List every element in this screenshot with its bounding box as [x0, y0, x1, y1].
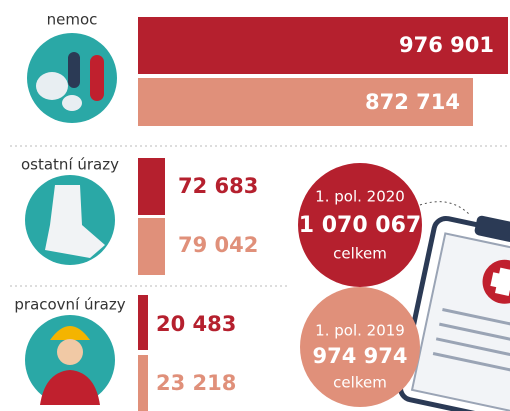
total-period: 1. pol. 2020 — [315, 188, 405, 206]
bar-2020 — [138, 17, 508, 74]
bar-2019 — [138, 355, 148, 411]
bar-2020 — [138, 295, 148, 350]
category-label: pracovní úrazy — [14, 296, 125, 314]
category-label: ostatní úrazy — [21, 156, 119, 174]
total-2020-circle — [298, 163, 422, 287]
total-note: celkem — [333, 374, 387, 392]
value-2019: 23 218 — [156, 371, 236, 395]
bar-2020 — [138, 158, 165, 215]
clipboard-icon — [397, 215, 510, 411]
total-value: 974 974 — [313, 344, 408, 368]
total-2019-circle — [300, 287, 420, 407]
total-value: 1 070 067 — [299, 213, 421, 238]
category-label: nemoc — [47, 11, 98, 29]
value-2019: 79 042 — [178, 233, 258, 257]
bar-2019 — [138, 78, 473, 126]
value-2020: 976 901 — [399, 33, 494, 57]
value-2020: 72 683 — [178, 174, 258, 198]
total-period: 1. pol. 2019 — [315, 322, 405, 340]
value-2020: 20 483 — [156, 312, 236, 336]
connector — [419, 201, 471, 216]
bar-2019 — [138, 218, 165, 275]
total-note: celkem — [333, 245, 387, 263]
value-2019: 872 714 — [365, 90, 460, 114]
